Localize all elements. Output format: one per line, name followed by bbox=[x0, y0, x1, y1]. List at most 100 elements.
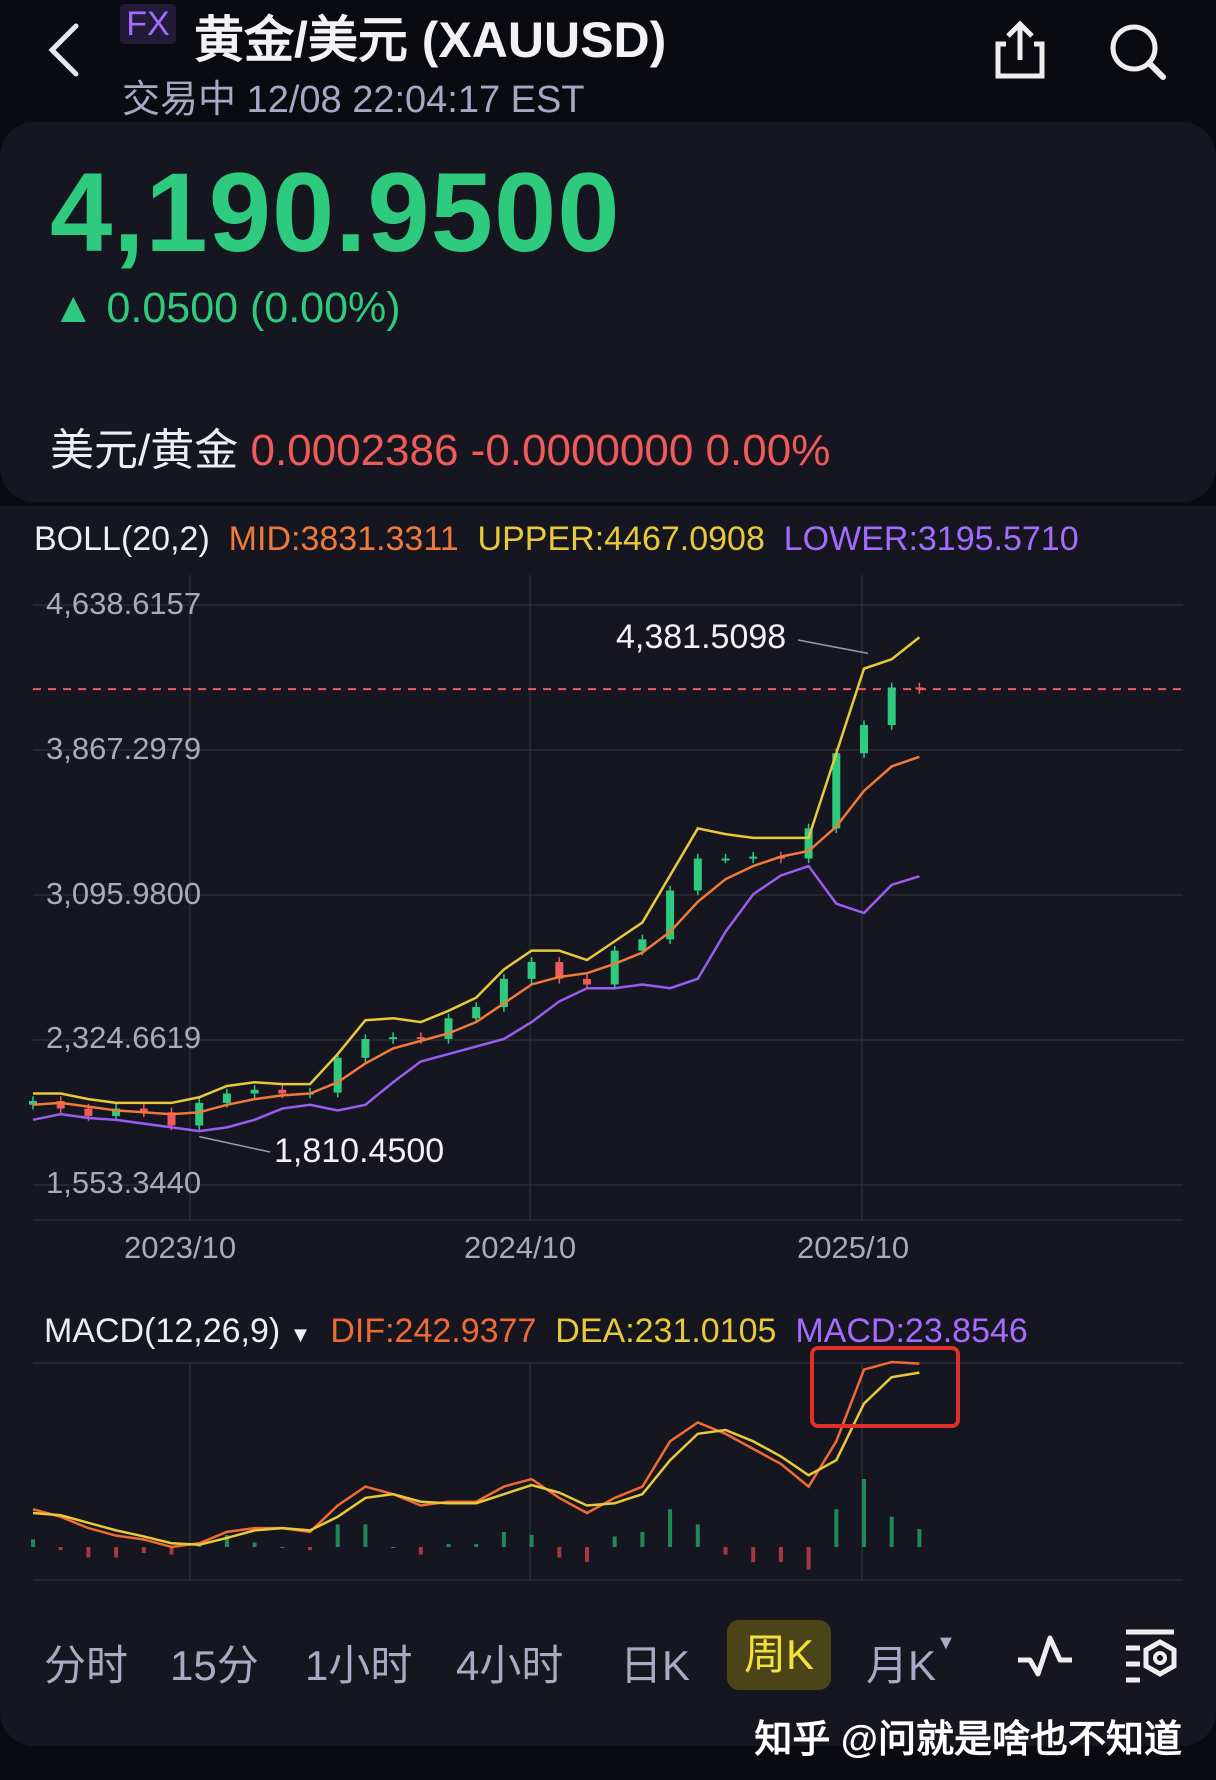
boll-upper: UPPER:4467.0908 bbox=[477, 520, 765, 558]
search-icon[interactable] bbox=[1108, 22, 1168, 82]
candle bbox=[222, 1093, 231, 1103]
candle bbox=[804, 828, 813, 859]
macd-histogram-bar bbox=[474, 1543, 479, 1547]
tab-monthly[interactable]: 月K▼ bbox=[866, 1632, 956, 1693]
highlight-box bbox=[810, 1346, 960, 1428]
last-price: 4,190.9500 bbox=[50, 150, 621, 275]
macd-histogram-bar bbox=[557, 1547, 562, 1558]
macd-histogram-bar bbox=[418, 1547, 423, 1555]
macd-histogram-bar bbox=[695, 1524, 700, 1547]
fx-badge: FX bbox=[120, 4, 176, 44]
macd-line-dea bbox=[32, 1371, 920, 1546]
candle bbox=[112, 1108, 121, 1117]
candle bbox=[29, 1101, 37, 1105]
tab-15min[interactable]: 15分 bbox=[170, 1642, 259, 1689]
tab-daily[interactable]: 日K bbox=[620, 1642, 691, 1689]
macd-histogram-bar bbox=[141, 1547, 146, 1554]
boll-name: BOLL(20,2) bbox=[34, 520, 210, 558]
candle bbox=[860, 725, 868, 754]
candle bbox=[527, 961, 536, 979]
boll-line-lower bbox=[32, 864, 920, 1133]
low-leader-line bbox=[199, 1135, 271, 1153]
candle bbox=[666, 890, 675, 940]
tab-1hour[interactable]: 1小时 bbox=[305, 1642, 413, 1689]
macd-histogram-bar bbox=[114, 1547, 119, 1558]
candle bbox=[638, 939, 647, 951]
candle bbox=[139, 1108, 148, 1113]
chevron-left-icon[interactable] bbox=[44, 22, 84, 78]
macd-histogram-bar bbox=[58, 1547, 63, 1551]
boll-line-upper bbox=[33, 636, 921, 1105]
macd-histogram-bar bbox=[501, 1531, 506, 1547]
candle bbox=[749, 856, 758, 859]
chart-settings-icon[interactable] bbox=[1122, 1628, 1180, 1684]
macd-histogram-bar bbox=[363, 1524, 368, 1547]
macd-histogram-bar bbox=[86, 1547, 91, 1558]
candle bbox=[389, 1037, 398, 1040]
price-change: ▲ 0.0500 (0.00%) bbox=[52, 284, 401, 332]
macd-dea: DEA:231.0105 bbox=[555, 1312, 777, 1350]
macd-histogram-bar bbox=[529, 1534, 534, 1547]
y-tick: 3,095.9800 bbox=[46, 876, 202, 911]
macd-name: MACD(12,26,9) bbox=[44, 1312, 281, 1350]
tab-weekly[interactable]: 周K bbox=[727, 1620, 831, 1690]
candle bbox=[167, 1112, 176, 1126]
y-tick: 4,638.6157 bbox=[46, 586, 202, 621]
macd-histogram-bar bbox=[862, 1479, 866, 1547]
candle bbox=[555, 961, 564, 979]
macd-histogram-bar bbox=[889, 1516, 894, 1547]
macd-histogram-bar bbox=[308, 1547, 312, 1551]
candle bbox=[610, 950, 619, 985]
inverse-quote: 美元/黄金 0.0002386 -0.0000000 0.00% bbox=[50, 414, 830, 478]
macd-histogram-bar bbox=[640, 1531, 645, 1547]
macd-histogram-bar bbox=[446, 1543, 451, 1547]
macd-histogram-bar bbox=[778, 1547, 783, 1563]
tab-4hour[interactable]: 4小时 bbox=[456, 1642, 564, 1689]
macd-dif: DIF:242.9377 bbox=[330, 1312, 537, 1350]
boll-mid: MID:3831.3311 bbox=[228, 520, 459, 558]
tab-monthly-label: 月K bbox=[866, 1642, 937, 1689]
tab-intraday[interactable]: 分时 bbox=[44, 1642, 129, 1689]
candle bbox=[416, 1037, 425, 1040]
x-tick: 2023/10 bbox=[124, 1230, 237, 1265]
macd-histogram-bar bbox=[751, 1547, 756, 1563]
macd-value: MACD:23.8546 bbox=[795, 1312, 1028, 1350]
x-tick: 2024/10 bbox=[464, 1230, 577, 1265]
macd-histogram-bar bbox=[668, 1509, 673, 1547]
y-tick: 3,867.2979 bbox=[46, 731, 202, 766]
macd-histogram-bar bbox=[917, 1528, 922, 1547]
x-tick: 2025/10 bbox=[797, 1230, 910, 1265]
boll-legend[interactable]: BOLL(20,2) MID:3831.3311 UPPER:4467.0908… bbox=[34, 520, 1079, 559]
indicator-wave-icon[interactable] bbox=[1016, 1634, 1074, 1678]
candle bbox=[832, 753, 841, 829]
share-icon[interactable] bbox=[992, 20, 1048, 80]
boll-lower: LOWER:3195.5710 bbox=[783, 520, 1079, 558]
caret-down-icon[interactable]: ▼ bbox=[289, 1322, 312, 1347]
macd-histogram-bar bbox=[169, 1547, 174, 1555]
macd-histogram-bar bbox=[585, 1547, 589, 1563]
quote-card bbox=[0, 122, 1216, 502]
low-annotation: 1,810.4500 bbox=[274, 1132, 445, 1170]
macd-histogram-bar bbox=[280, 1547, 285, 1548]
candle bbox=[693, 858, 702, 891]
boll-line-mid bbox=[32, 755, 920, 1116]
candle bbox=[915, 687, 924, 690]
candle bbox=[444, 1018, 453, 1039]
candle bbox=[195, 1102, 204, 1126]
candle bbox=[499, 978, 508, 1008]
high-leader-line bbox=[797, 639, 869, 655]
high-annotation: 4,381.5098 bbox=[616, 618, 787, 656]
candle bbox=[472, 1007, 481, 1019]
inverse-values: 0.0002386 -0.0000000 0.00% bbox=[250, 426, 831, 475]
macd-histogram-bar bbox=[612, 1536, 617, 1547]
caret-down-icon: ▼ bbox=[936, 1632, 956, 1654]
macd-line-dif bbox=[32, 1360, 920, 1549]
macd-histogram-bar bbox=[834, 1509, 839, 1547]
candle bbox=[278, 1089, 287, 1094]
candle bbox=[333, 1057, 342, 1093]
macd-histogram-bar bbox=[31, 1539, 35, 1547]
macd-legend[interactable]: MACD(12,26,9) ▼ DIF:242.9377 DEA:231.010… bbox=[44, 1312, 1028, 1351]
inverse-label: 美元/黄金 bbox=[50, 426, 239, 475]
macd-histogram-bar bbox=[335, 1524, 340, 1547]
